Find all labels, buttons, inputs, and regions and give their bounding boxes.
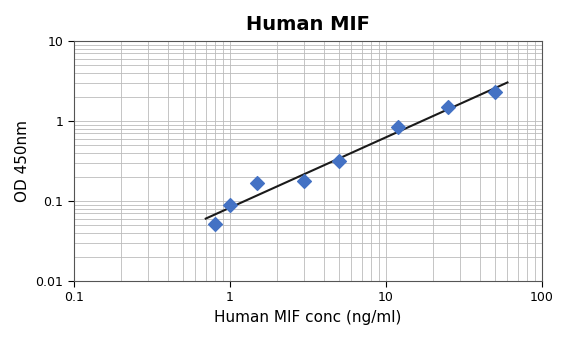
Title: Human MIF: Human MIF — [246, 15, 370, 34]
Point — [225, 203, 234, 208]
Point — [444, 104, 453, 110]
X-axis label: Human MIF conc (ng/ml): Human MIF conc (ng/ml) — [215, 310, 402, 325]
Point — [300, 178, 309, 183]
Point — [394, 124, 403, 130]
Point — [253, 180, 262, 185]
Y-axis label: OD 450nm: OD 450nm — [15, 120, 30, 202]
Point — [335, 158, 344, 164]
Point — [490, 89, 500, 95]
Point — [210, 221, 219, 226]
